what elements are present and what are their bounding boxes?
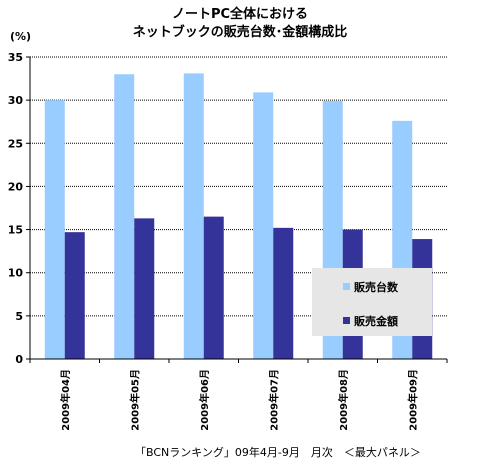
legend-label-amount: 販売金額: [354, 314, 398, 328]
gridlines: [30, 56, 447, 317]
x-tick-label: 2009年04月: [59, 369, 72, 431]
bar-amount: [203, 216, 224, 359]
x-tick-label: 2009年05月: [128, 369, 141, 431]
bar-amount: [64, 232, 85, 359]
x-tick-label: 2009年06月: [198, 369, 211, 431]
bar-amount: [134, 218, 155, 359]
legend-box: [312, 268, 432, 336]
legend-swatch-units: [343, 283, 350, 290]
y-tick-labels: 0 5 10 15 20 25 30 35: [8, 51, 24, 366]
x-tick-label: 2009年08月: [337, 369, 350, 431]
y-tick-label: 15: [8, 224, 23, 237]
legend: 販売台数 販売金額: [312, 268, 432, 336]
y-axis-unit: (%): [10, 30, 31, 43]
legend-swatch-amount: [343, 317, 350, 324]
bar-units: [183, 73, 204, 359]
y-tick-label: 5: [15, 310, 23, 323]
y-tick-label: 30: [8, 94, 24, 107]
bar-amount: [273, 227, 294, 359]
chart-title-line-1: ノートPC全体における: [172, 6, 308, 22]
y-tick-label: 20: [8, 180, 24, 193]
y-tick-label: 0: [15, 353, 23, 366]
chart-title-line-2: ネットブックの販売台数･金額構成比: [133, 24, 348, 40]
axes: [26, 56, 448, 363]
y-tick-label: 35: [8, 51, 23, 64]
bar-units: [253, 92, 274, 360]
x-tick-label: 2009年07月: [267, 369, 280, 431]
bar-units: [114, 74, 135, 359]
bar-units: [44, 100, 65, 360]
x-tick-labels: 2009年04月 2009年05月 2009年06月 2009年07月 2009年08月…: [59, 369, 420, 431]
x-tick-label: 2009年09月: [406, 369, 419, 431]
legend-label-units: 販売台数: [354, 280, 399, 294]
y-tick-label: 25: [8, 137, 23, 150]
source-note: 「BCNランキング」09年4月-9月 月次 ＜最大パネル＞: [135, 445, 421, 459]
y-tick-label: 10: [8, 267, 24, 280]
